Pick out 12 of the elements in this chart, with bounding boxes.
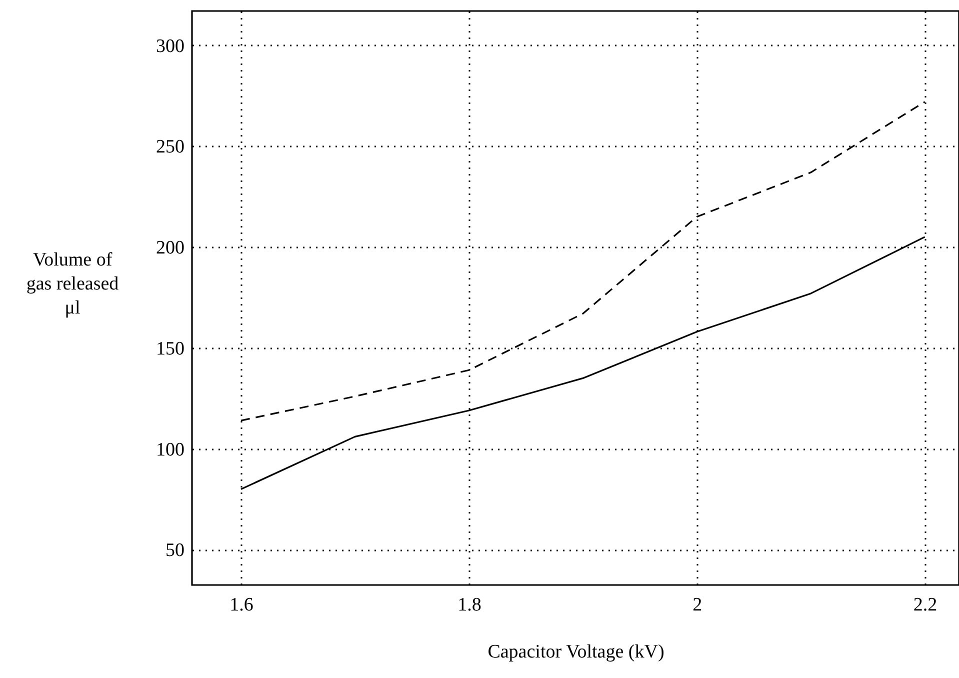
x-tick-label: 2 (692, 594, 702, 616)
x-tick-label: 2.2 (913, 594, 938, 616)
x-tick-label: 1.8 (458, 594, 482, 616)
y-tick-label: 150 (156, 338, 184, 360)
y-tick-label: 200 (156, 238, 184, 259)
x-axis-title: Capacitor Voltage (kV) (488, 642, 664, 662)
x-tick-label: 1.6 (230, 594, 254, 616)
y-tick-label: 250 (156, 136, 184, 158)
y-tick-label: 300 (156, 36, 184, 57)
y-tick-label: 50 (166, 540, 184, 562)
y-tick-label: 100 (156, 439, 184, 460)
y-axis-title: Volume of gas released μl (26, 250, 120, 318)
